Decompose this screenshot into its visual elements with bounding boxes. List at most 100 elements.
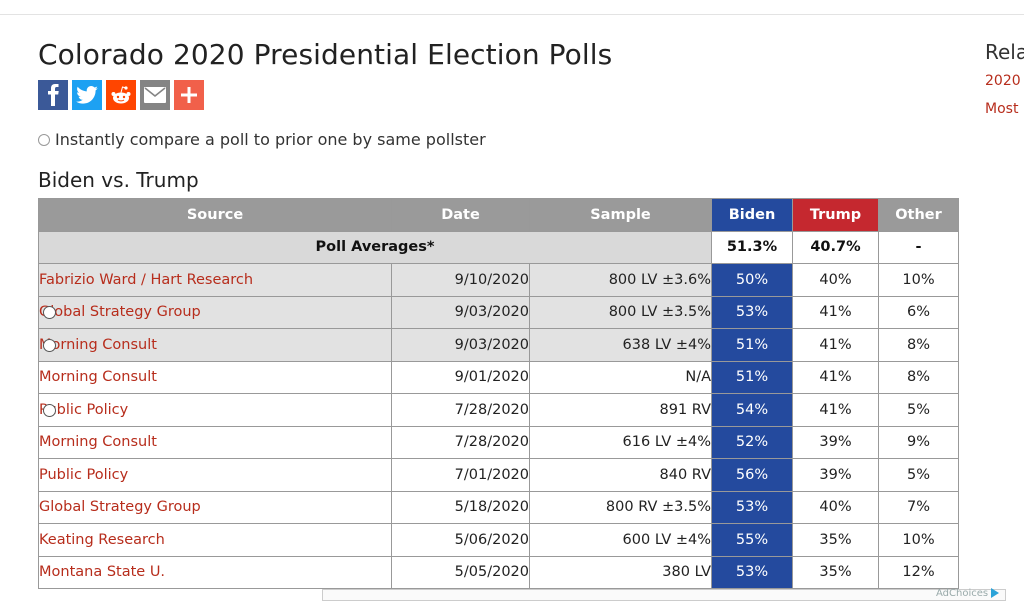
compare-radio[interactable]	[43, 338, 56, 352]
poll-trump: 41%	[792, 328, 879, 362]
poll-trump: 41%	[792, 360, 879, 394]
poll-sample: 616 LV ±4%	[529, 425, 712, 459]
table-row: Morning Consult 9/01/2020 N/A 51% 41% 8%	[38, 360, 959, 394]
table-row: Keating Research 5/06/2020 600 LV ±4% 55…	[38, 523, 959, 557]
poll-date: 9/01/2020	[391, 360, 530, 394]
poll-other: 8%	[878, 360, 959, 394]
adchoices-icon[interactable]	[991, 588, 1000, 598]
poll-sample: 800 RV ±3.5%	[529, 490, 712, 524]
poll-other: 6%	[878, 295, 959, 329]
table-row: Public Policy 7/01/2020 840 RV 56% 39% 5…	[38, 458, 959, 492]
compare-toggle[interactable]: Instantly compare a poll to prior one by…	[38, 130, 486, 149]
source-header[interactable]: Source	[38, 198, 392, 232]
poll-date: 5/18/2020	[391, 490, 530, 524]
poll-sample: 800 LV ±3.5%	[529, 295, 712, 329]
poll-trump: 39%	[792, 425, 879, 459]
poll-biden: 55%	[711, 523, 793, 557]
poll-other: 5%	[878, 393, 959, 427]
table-header-row: Source Date Sample Biden Trump Other	[38, 198, 959, 232]
related-link-most[interactable]: Most	[985, 101, 1019, 117]
source-text[interactable]: Global Strategy Group	[39, 304, 201, 321]
facebook-icon[interactable]	[38, 80, 68, 110]
averages-trump: 40.7%	[792, 230, 879, 264]
source-text[interactable]: Morning Consult	[39, 369, 157, 386]
poll-sample: 638 LV ±4%	[529, 328, 712, 362]
adchoices-label[interactable]: AdChoices	[936, 588, 989, 599]
poll-biden: 53%	[711, 295, 793, 329]
reddit-icon[interactable]	[106, 80, 136, 110]
biden-header[interactable]: Biden	[711, 198, 793, 232]
poll-source-link[interactable]: Global Strategy Group	[38, 490, 392, 524]
poll-other: 9%	[878, 425, 959, 459]
poll-sample: 600 LV ±4%	[529, 523, 712, 557]
averages-label: Poll Averages*	[38, 230, 712, 264]
related-link-2020[interactable]: 2020 I	[985, 73, 1024, 89]
compare-label: Instantly compare a poll to prior one by…	[55, 130, 486, 149]
poll-source-link[interactable]: Public Policy	[38, 458, 392, 492]
poll-trump: 35%	[792, 555, 879, 589]
top-divider	[0, 14, 1024, 15]
poll-biden: 51%	[711, 328, 793, 362]
compare-radio[interactable]	[38, 133, 50, 146]
other-header[interactable]: Other	[878, 198, 959, 232]
poll-date: 9/10/2020	[391, 263, 530, 297]
poll-other: 10%	[878, 263, 959, 297]
plus-icon[interactable]	[174, 80, 204, 110]
date-header[interactable]: Date	[391, 198, 530, 232]
poll-other: 8%	[878, 328, 959, 362]
table-row: Montana State U. 5/05/2020 380 LV 53% 35…	[38, 555, 959, 589]
trump-header[interactable]: Trump	[792, 198, 879, 232]
poll-sample: 840 RV	[529, 458, 712, 492]
table-row: Morning Consult 9/03/2020 638 LV ±4% 51%…	[38, 328, 959, 362]
poll-trump: 39%	[792, 458, 879, 492]
poll-sample: 891 RV	[529, 393, 712, 427]
source-text[interactable]: Montana State U.	[39, 564, 166, 581]
poll-other: 5%	[878, 458, 959, 492]
poll-biden: 56%	[711, 458, 793, 492]
table-row: Fabrizio Ward / Hart Research 9/10/2020 …	[38, 263, 959, 297]
related-heading: Rela	[985, 40, 1024, 64]
table-row: Global Strategy Group 9/03/2020 800 LV ±…	[38, 295, 959, 329]
poll-biden: 53%	[711, 490, 793, 524]
poll-source-link[interactable]: Morning Consult	[38, 328, 392, 362]
poll-averages-row: Poll Averages* 51.3% 40.7% -	[38, 230, 959, 264]
sample-header[interactable]: Sample	[529, 198, 712, 232]
poll-biden: 50%	[711, 263, 793, 297]
source-text[interactable]: Fabrizio Ward / Hart Research	[39, 271, 254, 288]
source-text[interactable]: Morning Consult	[39, 336, 157, 353]
compare-radio[interactable]	[43, 403, 56, 417]
polls-table: Source Date Sample Biden Trump Other Pol…	[38, 198, 959, 589]
poll-sample: 380 LV	[529, 555, 712, 589]
poll-other: 10%	[878, 523, 959, 557]
source-text[interactable]: Keating Research	[39, 531, 165, 548]
poll-source-link[interactable]: Montana State U.	[38, 555, 392, 589]
table-row: Global Strategy Group 5/18/2020 800 RV ±…	[38, 490, 959, 524]
poll-date: 5/05/2020	[391, 555, 530, 589]
poll-source-link[interactable]: Morning Consult	[38, 360, 392, 394]
source-text[interactable]: Global Strategy Group	[39, 499, 201, 516]
poll-biden: 52%	[711, 425, 793, 459]
poll-date: 9/03/2020	[391, 295, 530, 329]
poll-biden: 53%	[711, 555, 793, 589]
email-icon[interactable]	[140, 80, 170, 110]
ad-banner[interactable]	[322, 589, 1006, 601]
page-title: Colorado 2020 Presidential Election Poll…	[38, 38, 613, 71]
poll-other: 7%	[878, 490, 959, 524]
poll-source-link[interactable]: Keating Research	[38, 523, 392, 557]
poll-biden: 51%	[711, 360, 793, 394]
source-text[interactable]: Public Policy	[39, 466, 129, 483]
poll-date: 9/03/2020	[391, 328, 530, 362]
source-text[interactable]: Morning Consult	[39, 434, 157, 451]
poll-source-link[interactable]: Morning Consult	[38, 425, 392, 459]
poll-source-link[interactable]: Fabrizio Ward / Hart Research	[38, 263, 392, 297]
twitter-icon[interactable]	[72, 80, 102, 110]
poll-source-link[interactable]: Public Policy	[38, 393, 392, 427]
source-text[interactable]: Public Policy	[39, 401, 129, 418]
adchoices-badge[interactable]: AdChoices	[936, 588, 1000, 599]
compare-radio[interactable]	[43, 306, 56, 320]
matchup-title: Biden vs. Trump	[38, 168, 199, 192]
poll-trump: 40%	[792, 263, 879, 297]
averages-other: -	[878, 230, 959, 264]
poll-sample: N/A	[529, 360, 712, 394]
poll-source-link[interactable]: Global Strategy Group	[38, 295, 392, 329]
